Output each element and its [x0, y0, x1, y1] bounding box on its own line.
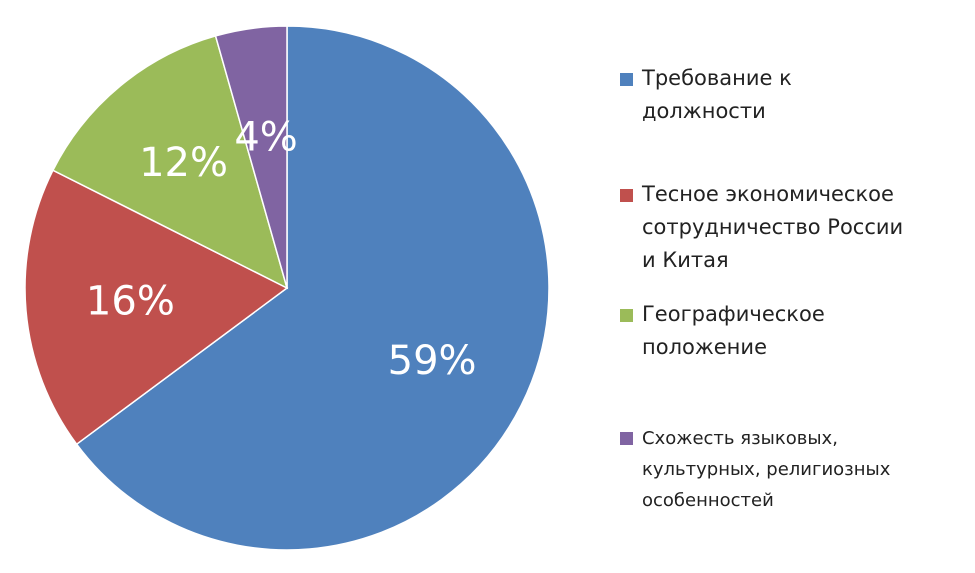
legend-label: Географическое положение [642, 298, 962, 364]
legend-swatch [620, 432, 633, 445]
legend-label-line: положение [642, 335, 767, 359]
slice-economic-cooperation [24, 169, 289, 446]
slice-label-economic-cooperation: 16% [86, 279, 175, 325]
slice-label-cultural-similarity: 4% [234, 114, 297, 160]
legend-label-line: особенностей [642, 490, 774, 511]
slice-label-position-requirement: 59% [388, 338, 477, 384]
slice-label-geographic-location: 12% [139, 140, 228, 186]
legend-label-line: и Китая [642, 248, 729, 272]
legend-label-line: должности [642, 99, 766, 123]
slice-labels: 59% 16% 12%4% [86, 114, 477, 384]
legend-swatch [620, 189, 633, 202]
legend-label: Тесное экономическое сотрудничество Росс… [642, 178, 962, 277]
pie-slices [24, 25, 550, 551]
legend-label-line: культурных, религиозных [642, 459, 891, 480]
legend-swatch [620, 309, 633, 322]
legend-label: Требование к должности [642, 62, 962, 128]
legend-label-line: Тесное экономическое [642, 182, 894, 206]
slice-cultural-similarity [214, 25, 288, 289]
legend-label-line: сотрудничество России [642, 215, 904, 239]
legend-swatch [620, 73, 633, 86]
legend-label: Схожесть языковых, культурных, религиозн… [642, 423, 962, 516]
slice-geographic-location [51, 35, 289, 290]
legend-label-line: Требование к [642, 66, 792, 90]
legend-label-line: Схожесть языковых, [642, 428, 838, 449]
legend-label-line: Географическое [642, 302, 825, 326]
slice-position-requirement [75, 25, 550, 551]
